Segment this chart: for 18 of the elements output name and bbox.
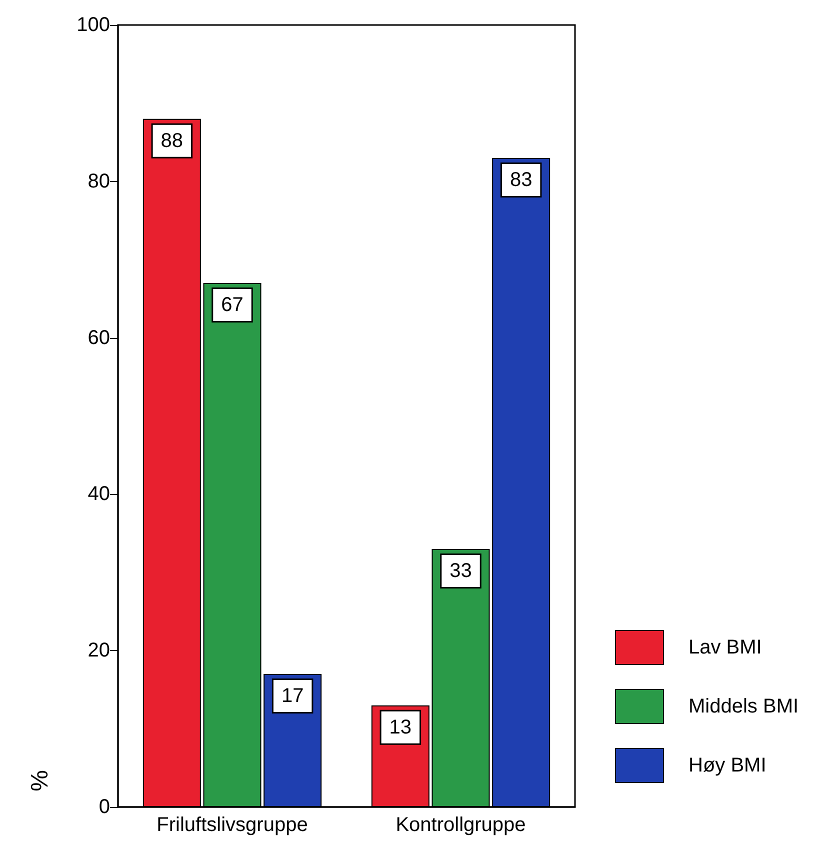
x-tick-label: Friluftslivsgruppe <box>156 814 308 836</box>
data-label: 67 <box>221 294 244 316</box>
legend-label: Høy BMI <box>688 754 766 776</box>
data-label: 88 <box>160 130 184 152</box>
data-label: 17 <box>281 685 304 708</box>
y-tick-label: 100 <box>76 14 110 36</box>
legend-label: Middels BMI <box>688 696 799 718</box>
y-tick-label: 80 <box>88 170 110 192</box>
y-tick-label: 20 <box>88 640 110 662</box>
data-label: 83 <box>510 168 532 191</box>
x-tick-label: Kontrollgruppe <box>396 814 526 836</box>
y-tick-label: 60 <box>88 326 110 349</box>
data-label: 33 <box>450 560 472 582</box>
y-tick-label: 0 <box>98 796 110 818</box>
data-label: 13 <box>389 716 412 738</box>
legend-label: Lav BMI <box>688 636 762 658</box>
y-axis-title: % <box>26 770 54 792</box>
y-tick-label: 40 <box>88 483 110 506</box>
